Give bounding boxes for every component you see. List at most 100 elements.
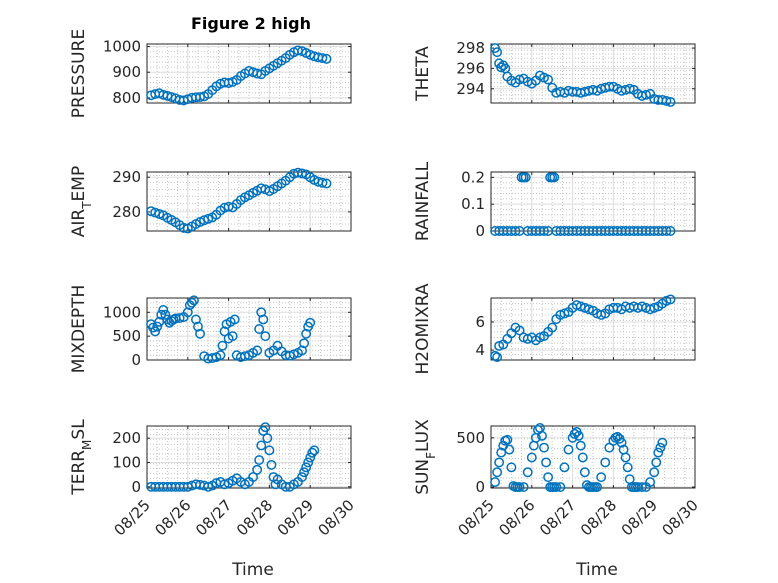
data-point bbox=[492, 47, 503, 58]
data-point bbox=[264, 445, 275, 456]
y-tick-label: 1000 bbox=[103, 38, 141, 56]
data-point bbox=[653, 447, 664, 458]
data-point bbox=[303, 457, 314, 468]
y-tick-label: 280 bbox=[112, 203, 141, 221]
x-tick-label: 08/25 bbox=[111, 496, 154, 539]
axis-frame bbox=[146, 171, 352, 232]
data-point bbox=[299, 338, 310, 349]
y-tick-label: 900 bbox=[112, 63, 141, 81]
subplot-mixdepth: 0 500 1000 MIXDEPTH bbox=[69, 285, 352, 373]
y-tick-label: 0 bbox=[475, 478, 485, 496]
data-point bbox=[305, 452, 316, 463]
data-point bbox=[266, 459, 277, 470]
data-point bbox=[543, 472, 554, 483]
data-point bbox=[549, 172, 560, 183]
data-point bbox=[186, 297, 197, 308]
x-tick-label: 08/26 bbox=[495, 496, 538, 539]
data-point bbox=[622, 462, 633, 473]
x-axis-label: Time bbox=[231, 560, 274, 580]
data-point bbox=[506, 462, 517, 473]
data-point bbox=[256, 440, 267, 451]
x-tick-label: 08/30 bbox=[315, 496, 358, 539]
data-point bbox=[496, 62, 507, 73]
x-tick-label: 08/30 bbox=[659, 496, 702, 539]
data-point bbox=[624, 83, 635, 94]
data-point bbox=[492, 467, 503, 478]
data-point bbox=[665, 226, 676, 236]
y-axis-label: TERRMSL bbox=[69, 419, 94, 496]
data-point bbox=[520, 172, 531, 183]
data-point bbox=[657, 437, 668, 448]
y-tick-label: 294 bbox=[456, 80, 485, 98]
data-point bbox=[217, 340, 228, 351]
y-tick-label: 296 bbox=[456, 59, 485, 77]
data-point bbox=[490, 477, 501, 488]
data-point bbox=[559, 462, 570, 473]
data-point bbox=[195, 92, 205, 103]
data-point bbox=[592, 482, 603, 492]
data-point bbox=[219, 479, 230, 490]
subplot-rainfall: 0 0.1 0.2 RAINFALL bbox=[413, 161, 696, 241]
x-tick-label: 08/29 bbox=[274, 496, 317, 539]
data-point bbox=[299, 467, 310, 478]
data-point bbox=[317, 53, 328, 64]
axis-frame bbox=[490, 297, 696, 361]
data-point bbox=[152, 321, 163, 332]
y-tick-label: 0 bbox=[131, 478, 141, 496]
data-point bbox=[661, 96, 672, 106]
data-point bbox=[490, 350, 501, 361]
x-axis-label: Time bbox=[575, 560, 618, 580]
subplot-h2omixra: 4 6 H2OMIXRA bbox=[413, 283, 696, 375]
data-point bbox=[174, 313, 185, 323]
y-tick-label: 800 bbox=[112, 89, 141, 107]
subplot-theta: 294 296 298 THETA bbox=[413, 39, 696, 107]
y-axis-label: SUNFLUX bbox=[413, 419, 438, 495]
y-tick-label: 0 bbox=[475, 222, 485, 240]
data-point bbox=[160, 309, 171, 320]
y-tick-label: 500 bbox=[112, 327, 141, 345]
data-point bbox=[518, 482, 529, 492]
data-point bbox=[307, 447, 318, 458]
data-point bbox=[575, 440, 586, 451]
y-axis-label: H2OMIXRA bbox=[413, 283, 433, 374]
y-tick-label: 200 bbox=[112, 429, 141, 447]
data-point bbox=[541, 457, 552, 468]
data-point bbox=[191, 314, 201, 325]
y-axis-label: AIRTEMP bbox=[69, 166, 94, 237]
x-tick-label: 08/27 bbox=[192, 496, 235, 539]
data-point bbox=[661, 226, 672, 236]
data-point bbox=[526, 452, 537, 463]
y-tick-label: 0.1 bbox=[461, 195, 485, 213]
data-point bbox=[215, 350, 226, 361]
axis-frame bbox=[490, 43, 696, 104]
data-point bbox=[203, 213, 214, 224]
x-tick-label: 08/26 bbox=[151, 496, 194, 539]
data-point bbox=[301, 328, 312, 339]
axis-frame bbox=[146, 425, 352, 489]
x-tick-label: 08/28 bbox=[233, 496, 276, 539]
data-point bbox=[297, 168, 307, 179]
data-point bbox=[321, 178, 332, 189]
data-point bbox=[645, 477, 656, 488]
data-point bbox=[665, 97, 676, 107]
data-point bbox=[182, 307, 193, 318]
data-point bbox=[494, 457, 505, 468]
data-point bbox=[317, 177, 328, 188]
y-axis-label: THETA bbox=[413, 46, 433, 102]
data-point bbox=[510, 226, 521, 236]
data-point bbox=[551, 482, 562, 492]
data-point bbox=[577, 452, 588, 463]
axis-frame bbox=[146, 43, 352, 104]
data-point bbox=[547, 322, 558, 333]
subplot-pressure: 800 900 1000 PRESSURE bbox=[69, 29, 352, 118]
data-point bbox=[227, 331, 238, 342]
data-point bbox=[229, 314, 240, 325]
figure-title: Figure 2 high bbox=[191, 14, 311, 33]
data-point bbox=[543, 74, 554, 85]
x-tick-label: 08/28 bbox=[577, 496, 620, 539]
y-axis-label: PRESSURE bbox=[69, 29, 89, 118]
data-point bbox=[504, 444, 515, 455]
data-point bbox=[188, 295, 199, 306]
y-axis-label: RAINFALL bbox=[413, 161, 433, 241]
